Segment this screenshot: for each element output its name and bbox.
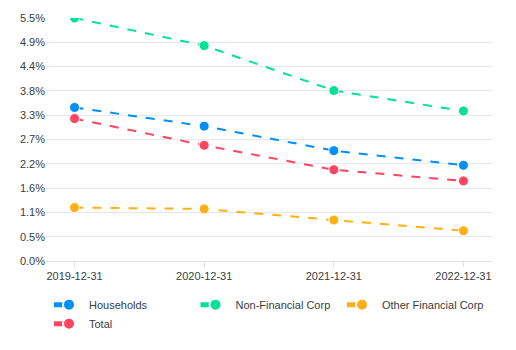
svg-text:Total: Total — [89, 318, 112, 330]
svg-text:Households: Households — [89, 299, 148, 311]
svg-text:2022-12-31: 2022-12-31 — [435, 270, 491, 282]
svg-text:3.8%: 3.8% — [20, 85, 45, 97]
svg-text:2021-12-31: 2021-12-31 — [306, 270, 362, 282]
svg-text:4.9%: 4.9% — [20, 36, 45, 48]
svg-text:1.6%: 1.6% — [20, 182, 45, 194]
svg-text:4.4%: 4.4% — [20, 60, 45, 72]
svg-text:5.5%: 5.5% — [20, 12, 45, 24]
svg-text:0.5%: 0.5% — [20, 231, 45, 243]
svg-text:3.3%: 3.3% — [20, 109, 45, 121]
svg-text:2019-12-31: 2019-12-31 — [46, 270, 102, 282]
svg-text:Non-Financial Corp: Non-Financial Corp — [236, 299, 331, 311]
svg-text:1.1%: 1.1% — [20, 206, 45, 218]
svg-text:2.2%: 2.2% — [20, 158, 45, 170]
svg-text:2020-12-31: 2020-12-31 — [176, 270, 232, 282]
svg-text:2.7%: 2.7% — [20, 133, 45, 145]
svg-text:0.0%: 0.0% — [20, 255, 45, 267]
svg-text:Other Financial Corp: Other Financial Corp — [382, 299, 484, 311]
